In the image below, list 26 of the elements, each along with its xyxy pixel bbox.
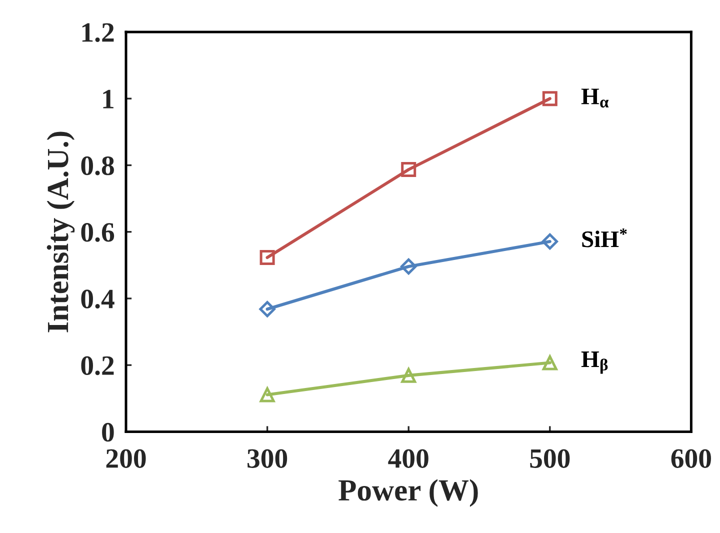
x-tick-label: 200 (106, 449, 146, 468)
x-tick-label: 500 (530, 449, 570, 468)
series-label: H$_{β}$ (581, 352, 608, 374)
y-tick-label: 0 (102, 422, 114, 442)
x-axis-title: Power (W) (338, 479, 478, 507)
point (542, 233, 558, 250)
y-tick-label: 0.4 (81, 290, 114, 309)
series-label: H$_{α}$ (581, 88, 609, 108)
y-tick-label: 0.2 (81, 356, 114, 376)
x-tick-label: 600 (671, 449, 711, 468)
point (542, 355, 558, 370)
point (259, 301, 276, 318)
point (260, 250, 275, 266)
y-tick-label: 0.6 (81, 223, 114, 242)
x-tick-label: 400 (388, 449, 428, 468)
y-tick-label: 0.8 (81, 156, 114, 176)
point (401, 162, 416, 178)
point (260, 387, 275, 402)
y-tick-label: 1.2 (82, 23, 114, 42)
x-tick-label: 300 (248, 449, 288, 468)
point (542, 91, 558, 106)
y-tick-label: 1 (103, 90, 114, 108)
y-axis-title: Intensity (A.U.) (46, 132, 75, 332)
series-label: SiH$^{*}$ (582, 228, 627, 248)
point (400, 258, 417, 275)
point (401, 368, 416, 383)
